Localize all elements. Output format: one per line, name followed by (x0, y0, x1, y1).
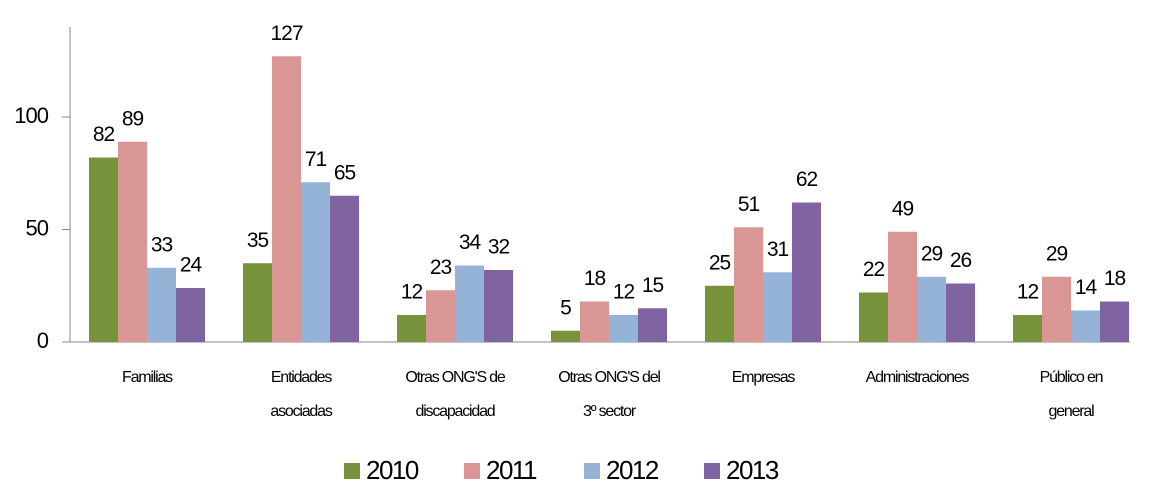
data-label: 12 (1017, 281, 1039, 304)
data-label: 49 (892, 197, 914, 220)
data-label: 29 (1046, 242, 1068, 265)
legend-swatch (704, 463, 720, 479)
bar (243, 263, 272, 342)
data-label: 12 (613, 281, 635, 304)
legend-label: 2013 (726, 455, 779, 485)
bar (1013, 315, 1042, 342)
data-label: 23 (430, 256, 452, 279)
data-label: 71 (305, 148, 327, 171)
bar (147, 267, 176, 342)
data-label: 18 (584, 267, 606, 290)
data-label: 35 (247, 229, 269, 252)
data-label: 34 (459, 231, 482, 254)
x-tick-label: Empresas (732, 369, 796, 386)
legend-swatch (464, 463, 480, 479)
bar (455, 265, 484, 342)
bar (1071, 310, 1100, 342)
bar (734, 227, 763, 342)
legend-label: 2012 (606, 455, 659, 485)
bar (1042, 276, 1071, 342)
bar (89, 157, 118, 342)
bar (1100, 301, 1129, 342)
x-tick-label: Entidades asociadas (270, 369, 332, 420)
bar (301, 182, 330, 342)
data-label: 51 (738, 193, 760, 216)
data-label: 33 (151, 233, 173, 256)
data-label: 24 (180, 254, 203, 277)
data-label: 15 (642, 274, 664, 297)
bar (792, 202, 821, 342)
bar (946, 283, 975, 342)
x-tick-label: Otras ONG'S del 3º sector (558, 369, 660, 420)
bar (118, 141, 147, 342)
bar (888, 231, 917, 342)
data-label: 127 (270, 22, 302, 45)
bar (609, 315, 638, 342)
bar (859, 292, 888, 342)
bar (638, 308, 667, 342)
bar (272, 56, 301, 342)
data-label: 26 (950, 249, 972, 272)
data-label: 29 (921, 242, 943, 265)
x-tick-label: Público en general (1040, 369, 1103, 420)
data-label: 12 (401, 281, 423, 304)
data-label: 31 (767, 238, 789, 261)
legend-label: 2011 (486, 455, 537, 485)
bar (176, 288, 205, 342)
bar (917, 276, 946, 342)
bar (580, 301, 609, 342)
bar (551, 330, 580, 342)
data-label: 25 (709, 251, 731, 274)
y-tick-label: 100 (14, 103, 48, 128)
data-label: 89 (122, 107, 144, 130)
legend-swatch (584, 463, 600, 479)
bar (763, 272, 792, 342)
data-label: 14 (1075, 276, 1098, 299)
bar (397, 315, 426, 342)
legend-swatch (344, 463, 360, 479)
y-tick-label: 50 (26, 215, 49, 240)
x-tick-label: Familias (122, 369, 173, 386)
data-label: 5 (560, 296, 571, 319)
bar (705, 285, 734, 342)
bar (484, 270, 513, 342)
data-label: 65 (334, 161, 356, 184)
data-label: 22 (863, 258, 885, 281)
legend-label: 2010 (366, 455, 419, 485)
bar (426, 290, 455, 342)
data-label: 82 (93, 123, 115, 146)
data-label: 62 (796, 168, 818, 191)
data-label: 18 (1104, 267, 1126, 290)
x-tick-label: Administraciones (866, 369, 970, 386)
bar (330, 195, 359, 342)
y-tick-label: 0 (37, 328, 49, 353)
x-tick-label: Otras ONG'S de discapacidad (405, 369, 505, 420)
data-label: 32 (488, 236, 510, 259)
